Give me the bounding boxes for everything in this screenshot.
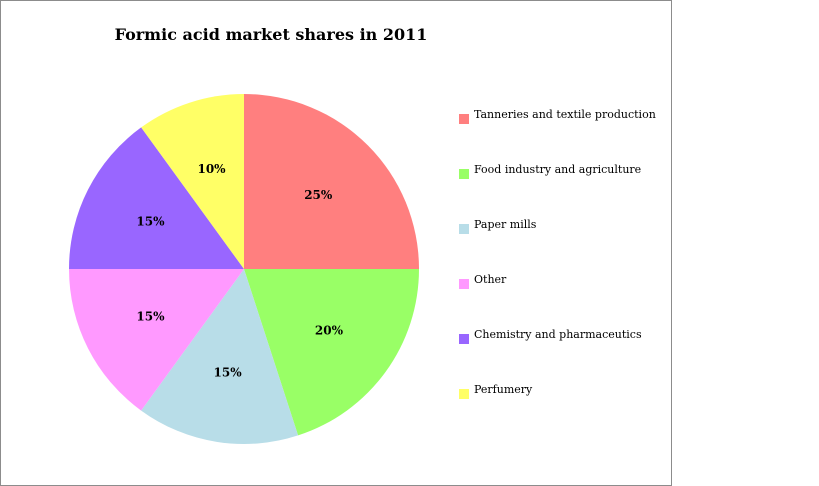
slice-label-1: 25% <box>304 188 333 202</box>
pie-slices <box>69 94 419 444</box>
legend-label-5: Chemistry and pharmaceutics <box>474 328 642 341</box>
legend-swatch-5 <box>459 334 469 344</box>
chart-title: Formic acid market shares in 2011 <box>114 25 428 44</box>
legend: Tanneries and textile production Food ind… <box>459 108 656 399</box>
pie-slice-3 <box>141 269 299 444</box>
pie-slice-4 <box>69 269 244 411</box>
chart-frame: Formic acid market shares in 2011 25% 20%… <box>0 0 672 486</box>
legend-swatch-1 <box>459 114 469 124</box>
pie-slice-1 <box>244 94 419 269</box>
slice-label-6: 10% <box>197 162 226 176</box>
pie-slice-6 <box>141 94 244 269</box>
slice-label-5: 15% <box>136 214 165 228</box>
slice-label-3: 15% <box>214 366 243 380</box>
legend-swatch-3 <box>459 224 469 234</box>
pie-slice-5 <box>69 127 244 269</box>
legend-label-4: Other <box>474 273 507 286</box>
slice-label-4: 15% <box>136 310 165 324</box>
legend-label-1: Tanneries and textile production <box>474 108 656 121</box>
legend-swatch-6 <box>459 389 469 399</box>
legend-label-6: Perfumery <box>474 383 533 396</box>
pie-slice-2 <box>244 269 419 436</box>
legend-label-2: Food industry and agriculture <box>474 163 641 176</box>
pie-slice-labels: 25% 20% 15% 15% 15% 10% <box>136 162 343 380</box>
slice-label-2: 20% <box>315 324 344 338</box>
legend-label-3: Paper mills <box>474 218 537 231</box>
legend-swatch-2 <box>459 169 469 179</box>
legend-swatch-4 <box>459 279 469 289</box>
pie-chart: 25% 20% 15% 15% 15% 10% Tanneries and textile… <box>69 94 656 444</box>
